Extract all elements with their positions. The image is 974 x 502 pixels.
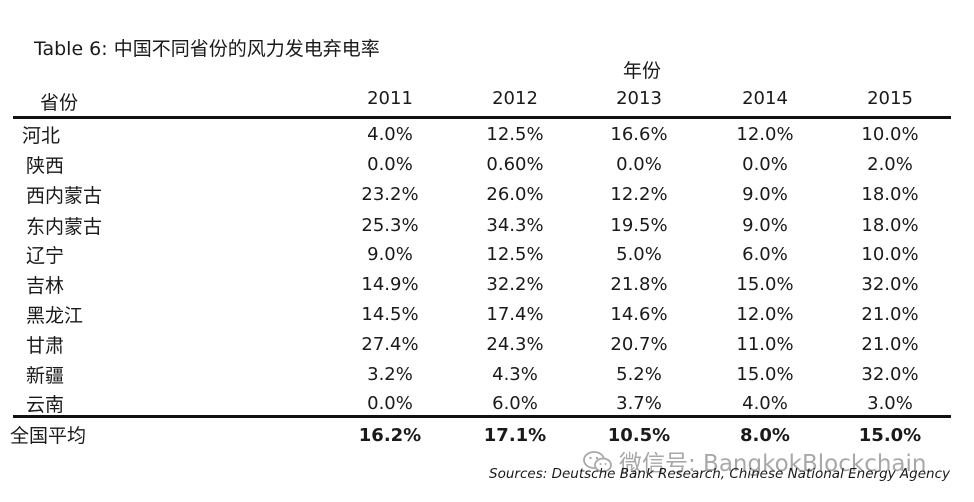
table-cell: 21.0%: [861, 304, 919, 325]
province-label: 辽宁: [26, 245, 65, 267]
table-cell: 3.0%: [867, 393, 913, 414]
table-cell: 12.2%: [610, 184, 668, 205]
table-cell: 14.5%: [361, 304, 419, 325]
table-cell: 12.5%: [486, 124, 544, 145]
year-header: 2014: [742, 88, 788, 109]
table-cell: 6.0%: [492, 393, 538, 414]
table-cell: 9.0%: [742, 184, 788, 205]
year-header: 2012: [492, 88, 538, 109]
table-cell: 4.3%: [492, 364, 538, 385]
table-cell: 2.0%: [867, 154, 913, 175]
table-cell: 19.5%: [610, 215, 668, 236]
table-cell: 32.2%: [486, 274, 544, 295]
table-cell: 14.9%: [361, 274, 419, 295]
table-cell: 25.3%: [361, 215, 419, 236]
table-cell: 34.3%: [486, 215, 544, 236]
year-header: 2013: [616, 88, 662, 109]
watermark-text: 微信号: BangkokBlockchain: [619, 451, 927, 477]
year-header: 2011: [367, 88, 413, 109]
table-cell: 10.0%: [861, 244, 919, 265]
table-cell: 20.7%: [610, 334, 668, 355]
table-cell: 4.0%: [742, 393, 788, 414]
header-rule: [13, 116, 951, 119]
table-cell: 11.0%: [736, 334, 794, 355]
table-cell: 21.8%: [610, 274, 668, 295]
table-cell: 4.0%: [367, 124, 413, 145]
average-cell: 15.0%: [858, 425, 922, 446]
table-cell: 32.0%: [861, 364, 919, 385]
table-cell: 14.6%: [610, 304, 668, 325]
table-cell: 23.2%: [361, 184, 419, 205]
province-label: 黑龙江: [26, 305, 84, 327]
table-cell: 6.0%: [742, 244, 788, 265]
table-cell: 12.0%: [736, 124, 794, 145]
province-label: 云南: [26, 394, 65, 416]
table-cell: 15.0%: [736, 364, 794, 385]
table-cell: 16.6%: [610, 124, 668, 145]
year-group-header: 年份: [622, 60, 661, 82]
table-cell: 3.7%: [616, 393, 662, 414]
table-cell: 12.0%: [736, 304, 794, 325]
average-rule: [13, 415, 951, 418]
year-header: 2015: [867, 88, 913, 109]
wechat-icon: [583, 450, 613, 480]
average-label: 全国平均: [10, 425, 87, 447]
table-cell: 3.2%: [367, 364, 413, 385]
average-cell: 16.2%: [358, 425, 422, 446]
table-cell: 0.0%: [742, 154, 788, 175]
table-cell: 12.5%: [486, 244, 544, 265]
province-label: 西内蒙古: [26, 185, 103, 207]
wechat-watermark: 微信号: BangkokBlockchain: [583, 444, 927, 480]
table-cell: 18.0%: [861, 184, 919, 205]
table-cell: 5.0%: [616, 244, 662, 265]
province-label: 河北: [22, 125, 61, 147]
table-cell: 21.0%: [861, 334, 919, 355]
table-cell: 0.60%: [486, 154, 544, 175]
province-label: 甘肃: [26, 335, 65, 357]
average-cell: 8.0%: [740, 425, 790, 446]
average-cell: 10.5%: [607, 425, 671, 446]
table-cell: 27.4%: [361, 334, 419, 355]
table-title: Table 6: 中国不同省份的风力发电弃电率: [34, 38, 380, 60]
province-label: 吉林: [26, 275, 65, 297]
table-cell: 26.0%: [486, 184, 544, 205]
table-cell: 32.0%: [861, 274, 919, 295]
province-label: 东内蒙古: [26, 216, 103, 238]
table-cell: 0.0%: [367, 154, 413, 175]
table-cell: 0.0%: [367, 393, 413, 414]
table-cell: 24.3%: [486, 334, 544, 355]
province-label: 陕西: [26, 155, 65, 177]
table-cell: 9.0%: [742, 215, 788, 236]
table-cell: 5.2%: [616, 364, 662, 385]
table-cell: 9.0%: [367, 244, 413, 265]
table-cell: 10.0%: [861, 124, 919, 145]
table-cell: 18.0%: [861, 215, 919, 236]
source-note: Sources: Deutsche Bank Research, Chinese…: [489, 466, 950, 482]
province-label: 新疆: [26, 365, 65, 387]
table-cell: 15.0%: [736, 274, 794, 295]
table-cell: 17.4%: [486, 304, 544, 325]
table-cell: 0.0%: [616, 154, 662, 175]
row-header-province: 省份: [40, 92, 79, 114]
average-cell: 17.1%: [483, 425, 547, 446]
